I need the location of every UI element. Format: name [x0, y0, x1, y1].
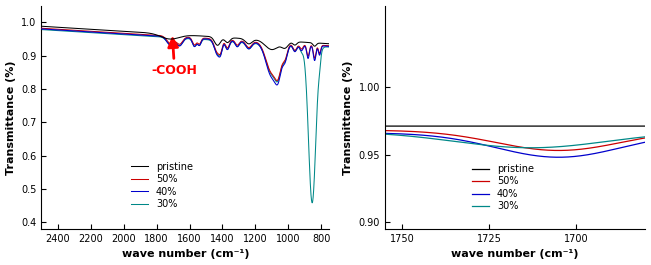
- 40%: [634, 142, 642, 145]
- Y-axis label: Transmittance (%): Transmittance (%): [6, 60, 16, 175]
- 30%: [90, 31, 98, 34]
- 50%: [148, 33, 156, 37]
- pristine: [210, 39, 218, 43]
- pristine: [641, 125, 649, 128]
- Text: -COOH: -COOH: [152, 39, 197, 77]
- 30%: [527, 146, 534, 149]
- 40%: [148, 34, 156, 37]
- 40%: [634, 142, 642, 145]
- 50%: [225, 45, 232, 48]
- 40%: [508, 150, 516, 153]
- Line: pristine: pristine: [42, 26, 329, 50]
- 30%: [381, 132, 389, 136]
- 40%: [394, 132, 402, 135]
- pristine: [38, 25, 46, 28]
- 30%: [148, 35, 156, 38]
- Legend: pristine, 50%, 40%, 30%: pristine, 50%, 40%, 30%: [468, 160, 538, 215]
- 30%: [274, 79, 282, 82]
- Line: 30%: 30%: [42, 30, 329, 203]
- Y-axis label: Transmittance (%): Transmittance (%): [343, 60, 353, 175]
- 30%: [309, 201, 316, 204]
- Line: 50%: 50%: [42, 28, 329, 81]
- X-axis label: wave number (cm⁻¹): wave number (cm⁻¹): [451, 249, 579, 259]
- pristine: [268, 48, 276, 51]
- pristine: [274, 46, 282, 49]
- 40%: [641, 140, 649, 144]
- 50%: [634, 138, 642, 141]
- 30%: [253, 42, 260, 45]
- 40%: [555, 156, 562, 159]
- pristine: [326, 42, 333, 45]
- Legend: pristine, 50%, 40%, 30%: pristine, 50%, 40%, 30%: [127, 158, 197, 213]
- 30%: [587, 142, 594, 145]
- 50%: [274, 77, 282, 81]
- 50%: [641, 136, 649, 139]
- pristine: [90, 28, 98, 31]
- 40%: [38, 27, 46, 30]
- 30%: [634, 136, 642, 139]
- 30%: [634, 136, 642, 139]
- 50%: [273, 79, 281, 82]
- 40%: [253, 42, 260, 45]
- 50%: [326, 44, 333, 47]
- 30%: [210, 46, 218, 49]
- 50%: [381, 129, 389, 132]
- 40%: [381, 132, 389, 135]
- pristine: [634, 125, 642, 128]
- pristine: [253, 39, 260, 42]
- 40%: [225, 46, 232, 49]
- 50%: [501, 143, 508, 146]
- Line: 30%: 30%: [385, 134, 645, 148]
- 50%: [508, 144, 516, 147]
- 40%: [210, 46, 218, 49]
- 40%: [90, 30, 98, 34]
- X-axis label: wave number (cm⁻¹): wave number (cm⁻¹): [122, 249, 249, 259]
- 30%: [501, 145, 508, 148]
- 50%: [253, 41, 260, 44]
- 50%: [634, 138, 642, 141]
- 50%: [38, 27, 46, 30]
- 40%: [326, 45, 333, 48]
- pristine: [634, 125, 642, 128]
- 50%: [394, 129, 402, 132]
- Line: 40%: 40%: [42, 29, 329, 85]
- 50%: [555, 149, 562, 152]
- 30%: [508, 146, 516, 149]
- 40%: [274, 82, 282, 85]
- 40%: [501, 148, 508, 151]
- pristine: [586, 125, 594, 128]
- pristine: [501, 125, 508, 128]
- 40%: [587, 153, 594, 156]
- 40%: [273, 83, 281, 87]
- 30%: [38, 28, 46, 31]
- Line: 40%: 40%: [385, 133, 645, 157]
- 50%: [210, 44, 218, 47]
- pristine: [225, 40, 232, 43]
- pristine: [381, 125, 389, 128]
- pristine: [394, 125, 402, 128]
- 30%: [326, 46, 333, 49]
- 50%: [587, 147, 594, 150]
- 30%: [394, 134, 402, 137]
- pristine: [148, 32, 156, 35]
- pristine: [508, 125, 516, 128]
- 50%: [90, 30, 98, 33]
- 30%: [641, 135, 649, 138]
- 30%: [225, 46, 232, 49]
- Line: 50%: 50%: [385, 131, 645, 151]
